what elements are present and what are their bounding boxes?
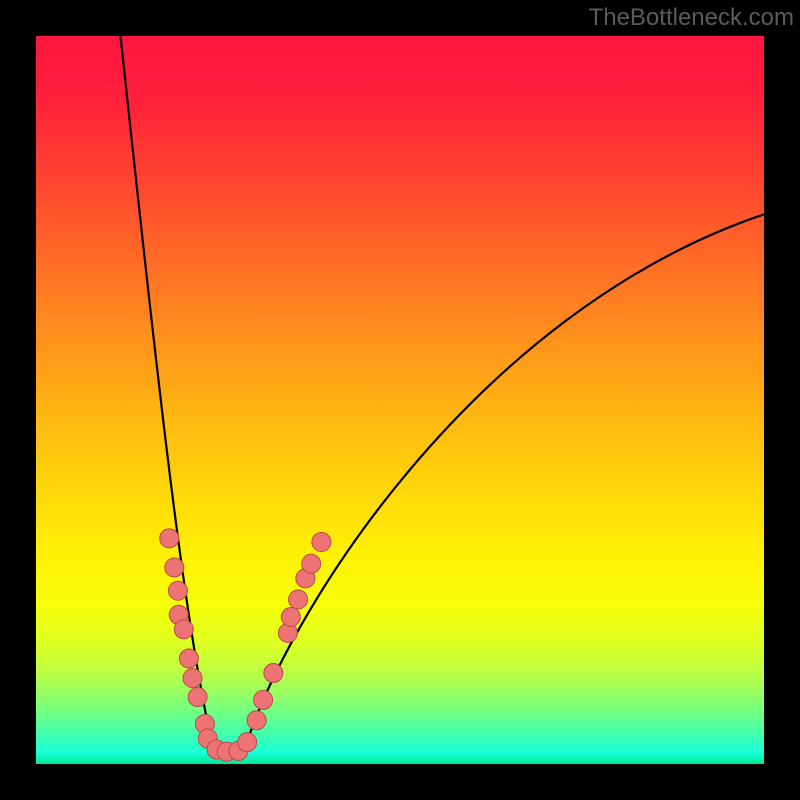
data-marker (183, 669, 202, 688)
data-marker (312, 532, 331, 551)
data-marker (179, 649, 198, 668)
data-marker (168, 581, 187, 600)
data-marker (188, 688, 207, 707)
data-marker (247, 711, 266, 730)
data-marker (174, 620, 193, 639)
data-marker (238, 733, 257, 752)
data-marker (289, 590, 308, 609)
data-marker (281, 607, 300, 626)
plot-background (36, 36, 764, 764)
data-marker (160, 529, 179, 548)
data-marker (165, 558, 184, 577)
data-marker (302, 554, 321, 573)
watermark-text: TheBottleneck.com (589, 4, 794, 32)
data-marker (264, 664, 283, 683)
chart-container: { "canvas": { "width": 800, "height": 80… (0, 0, 800, 800)
data-marker (254, 690, 273, 709)
bottleneck-curve-chart (0, 0, 800, 800)
